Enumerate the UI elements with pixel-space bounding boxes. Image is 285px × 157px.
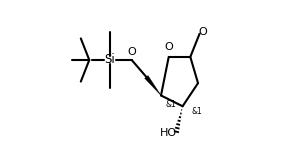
Polygon shape (145, 76, 161, 95)
Text: &1: &1 (165, 100, 176, 109)
Text: HO: HO (159, 128, 176, 138)
Text: &1: &1 (191, 107, 202, 116)
Text: O: O (199, 27, 207, 37)
Text: Si: Si (105, 53, 115, 66)
Text: O: O (128, 46, 137, 57)
Text: O: O (165, 42, 174, 52)
